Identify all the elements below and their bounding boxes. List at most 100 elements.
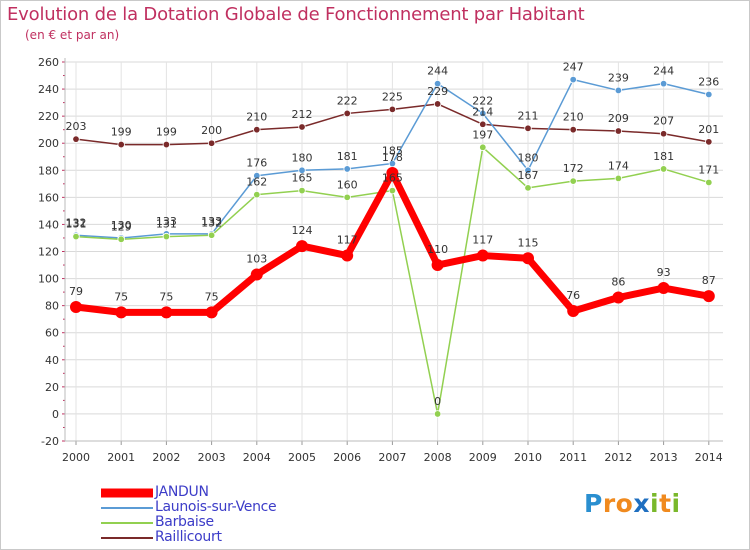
data-point-barbaise [298,186,306,195]
data-point-raillicourt [659,130,668,138]
data-point-jandun [341,249,354,262]
data-point-jandun [205,306,218,319]
data-label-barbaise: 174 [608,159,629,172]
data-label-raillicourt: 199 [156,126,177,139]
data-point-launois-sur-vence [659,79,668,88]
data-label-barbaise: 197 [472,128,493,141]
x-tick-label: 2009 [469,451,497,464]
data-point-barbaise [433,410,442,418]
data-point-barbaise [253,190,261,199]
logo-letter: P [584,489,603,518]
data-label-barbaise: 181 [653,150,674,163]
data-label-jandun: 178 [382,151,403,164]
data-label-launois-sur-vence: 130 [111,219,132,232]
y-tick-label: 220 [38,110,59,123]
y-tick-label: 40 [45,354,59,367]
data-label-launois-sur-vence: 180 [518,151,539,164]
x-tick-label: 2005 [288,451,316,464]
data-label-launois-sur-vence: 185 [382,145,403,158]
x-tick-label: 2001 [107,451,135,464]
data-label-jandun: 87 [702,274,716,287]
data-point-barbaise [343,193,351,202]
data-label-barbaise: 131 [156,218,177,231]
chart-subtitle: (en € et par an) [25,28,120,42]
data-point-raillicourt [343,109,351,118]
data-label-jandun: 75 [205,290,219,303]
logo-letter: x [633,489,650,518]
data-point-raillicourt [524,124,532,133]
data-point-raillicourt [72,135,80,143]
logo-letter: t [659,489,672,518]
data-label-raillicourt: 229 [427,85,448,98]
data-point-raillicourt [253,125,261,134]
y-tick-label: 160 [38,191,59,204]
data-point-barbaise [117,235,125,244]
data-label-jandun: 75 [114,290,128,303]
data-label-barbaise: 172 [563,162,584,175]
legend-item-launois-sur-vence: Launois-sur-Vence [101,500,351,515]
data-label-jandun: 117 [472,234,493,247]
data-label-raillicourt: 199 [111,126,132,139]
x-tick-label: 2008 [424,451,452,464]
x-tick-label: 2007 [378,451,406,464]
legend-label: Barbaise [155,514,214,530]
data-label-barbaise: 132 [201,216,222,229]
data-point-barbaise [207,231,216,239]
data-point-jandun [250,268,263,281]
data-point-raillicourt [614,127,623,135]
data-label-launois-sur-vence: 244 [653,65,674,78]
x-tick-label: 2013 [650,451,678,464]
data-point-launois-sur-vence [388,159,397,168]
data-point-raillicourt [162,140,171,149]
data-point-jandun [296,240,308,253]
data-point-jandun [657,282,670,295]
data-label-jandun: 115 [518,236,539,249]
data-point-raillicourt [705,138,713,146]
data-label-barbaise: 165 [382,172,403,185]
data-point-raillicourt [298,123,306,131]
data-label-layer: 203 199 199 200 210 212 222 225 229 214 211 210 209 2… [66,61,720,408]
data-label-raillicourt: 210 [563,111,584,124]
x-tick-label: 2006 [333,451,361,464]
data-label-barbaise: 160 [337,178,358,191]
data-label-launois-sur-vence: 181 [337,150,358,163]
data-point-barbaise [524,184,532,192]
chart-legend: JANDUN Launois-sur-Vence Barbaise Raillicou… [101,485,351,545]
data-label-barbaise: 129 [111,220,132,233]
data-point-barbaise [479,143,487,151]
data-label-jandun: 76 [566,289,580,302]
data-point-launois-sur-vence [614,86,623,95]
legend-item-raillicourt: Raillicourt [101,530,351,545]
y-tick-label: 240 [38,83,59,96]
data-label-barbaise: 167 [518,169,539,182]
data-label-jandun: 110 [427,243,448,256]
legend-label: Raillicourt [155,529,222,545]
data-label-jandun: 117 [337,234,358,247]
data-label-barbaise: 131 [66,218,87,231]
y-tick-label: 0 [52,408,59,421]
legend-label: Launois-sur-Vence [155,499,277,515]
y-tick-label: -20 [41,435,59,448]
data-label-jandun: 103 [246,253,267,266]
data-point-launois-sur-vence [253,171,261,180]
axis-layer: -20 0 20 40 60 80 100 120 140 160 180 200 220 240 260 2… [38,56,723,464]
data-label-launois-sur-vence: 222 [472,94,493,107]
y-tick-label: 260 [38,56,59,69]
legend-swatch [101,488,153,497]
data-point-jandun [612,291,625,304]
data-label-barbaise: 0 [434,395,441,408]
data-label-raillicourt: 203 [66,120,87,133]
data-label-launois-sur-vence: 239 [608,71,629,84]
x-tick-label: 2004 [243,451,271,464]
x-tick-label: 2000 [62,451,90,464]
data-label-raillicourt: 200 [201,124,222,137]
data-point-jandun [702,290,715,303]
y-tick-label: 140 [38,218,59,231]
data-label-launois-sur-vence: 236 [698,75,719,88]
series-layer [70,75,715,418]
data-label-jandun: 86 [611,276,625,289]
y-tick-label: 200 [38,137,59,150]
data-label-raillicourt: 212 [292,108,313,121]
data-label-jandun: 124 [292,224,313,237]
